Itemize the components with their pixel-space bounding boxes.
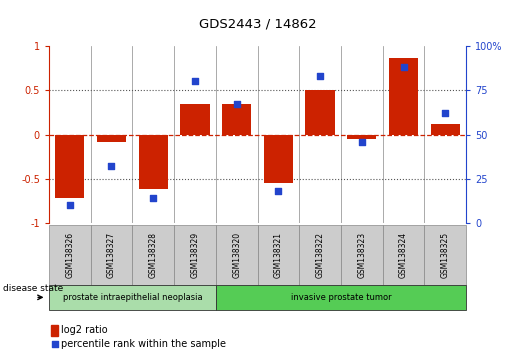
Text: GSM138322: GSM138322 (316, 232, 324, 278)
Text: invasive prostate tumor: invasive prostate tumor (290, 293, 391, 302)
Bar (216, 285, 466, 310)
Bar (305, 90, 335, 135)
Text: GDS2443 / 14862: GDS2443 / 14862 (199, 18, 316, 31)
Point (441, 110, 449, 116)
Text: GSM138325: GSM138325 (441, 232, 450, 278)
Bar (383, 225, 424, 285)
Bar (389, 57, 418, 135)
Point (232, 102, 241, 107)
Point (65, 202, 74, 208)
Point (274, 188, 282, 194)
Bar (91, 225, 132, 285)
Point (149, 195, 157, 201)
Text: disease state: disease state (3, 284, 63, 293)
Point (316, 73, 324, 79)
Bar (431, 124, 460, 135)
Bar (132, 225, 174, 285)
Bar (299, 225, 341, 285)
Bar (139, 135, 168, 189)
Text: GSM138328: GSM138328 (149, 232, 158, 278)
Bar (424, 225, 466, 285)
Text: prostate intraepithelial neoplasia: prostate intraepithelial neoplasia (62, 293, 202, 302)
Text: log2 ratio: log2 ratio (61, 325, 108, 335)
Bar (49, 225, 91, 285)
Bar (174, 225, 216, 285)
Text: GSM138329: GSM138329 (191, 232, 199, 278)
Bar (52, 325, 58, 336)
Bar (49, 285, 216, 310)
Bar (341, 225, 383, 285)
Text: GSM138326: GSM138326 (65, 232, 74, 278)
Text: percentile rank within the sample: percentile rank within the sample (61, 339, 227, 349)
Point (399, 64, 407, 70)
Bar (55, 135, 84, 198)
Text: GSM138320: GSM138320 (232, 232, 241, 278)
Bar (347, 135, 376, 139)
Text: GSM138321: GSM138321 (274, 232, 283, 278)
Point (191, 79, 199, 84)
Point (50, 341, 59, 347)
Text: GSM138327: GSM138327 (107, 232, 116, 278)
Point (357, 139, 366, 144)
Point (107, 164, 115, 169)
Bar (258, 225, 299, 285)
Bar (97, 135, 126, 142)
Bar (216, 225, 258, 285)
Bar (264, 135, 293, 183)
Text: GSM138324: GSM138324 (399, 232, 408, 278)
Text: GSM138323: GSM138323 (357, 232, 366, 278)
Bar (180, 103, 210, 135)
Bar (222, 103, 251, 135)
